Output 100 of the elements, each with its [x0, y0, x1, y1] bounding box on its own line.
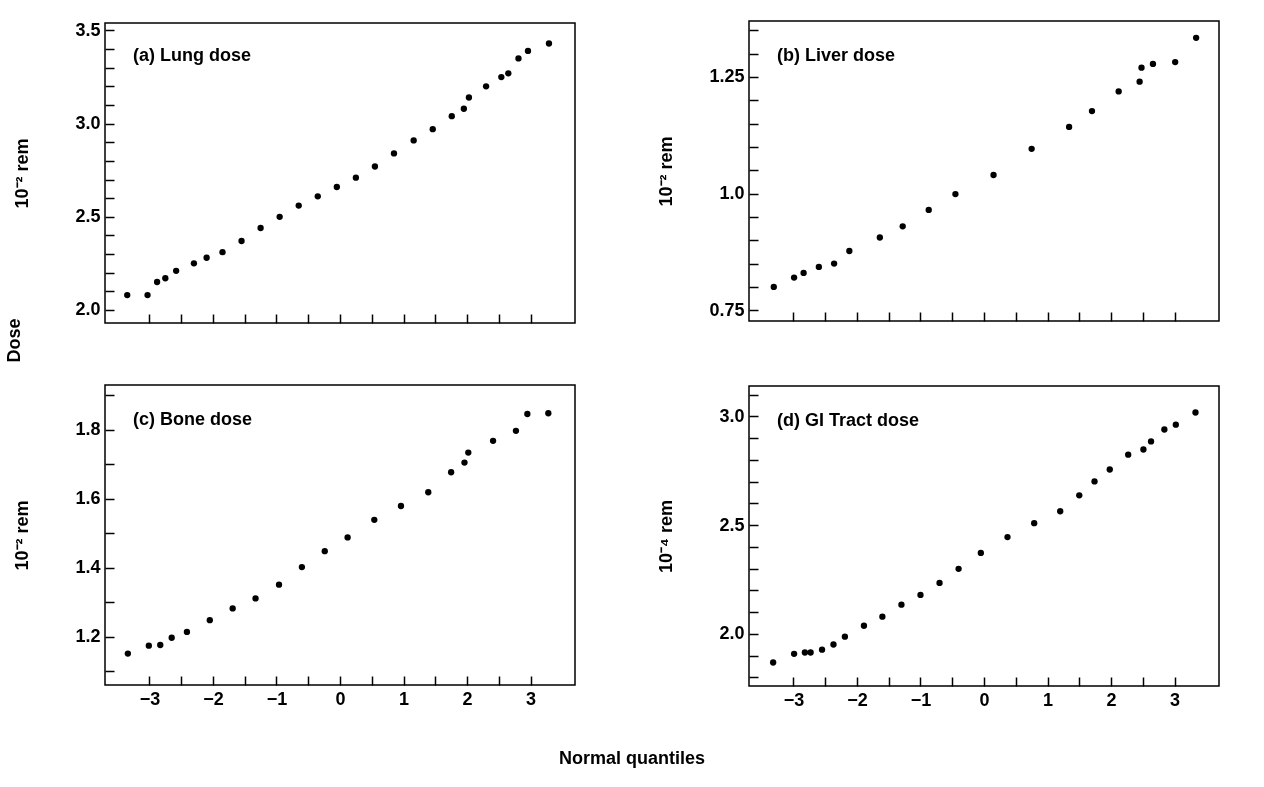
point	[1065, 123, 1073, 131]
point	[769, 659, 777, 666]
point	[800, 269, 807, 277]
y-axis-title: 10⁻⁴ rem	[655, 500, 676, 573]
point	[190, 260, 198, 267]
point	[1028, 145, 1035, 152]
point	[846, 247, 853, 255]
point	[172, 267, 180, 274]
point	[807, 649, 814, 656]
point	[460, 105, 468, 112]
y-axis-title: 10⁻² rem	[655, 136, 676, 207]
point	[183, 628, 191, 636]
point	[1192, 409, 1199, 416]
y-tick-label: 2.0	[75, 299, 101, 320]
x-tick-label: −1	[910, 689, 932, 710]
point	[1115, 88, 1122, 95]
x-tick-label: −2	[847, 689, 868, 710]
point	[1172, 58, 1179, 66]
x-axis-title: Normal quantiles	[558, 748, 706, 769]
x-tick-label: 3	[1170, 689, 1181, 710]
point	[314, 193, 321, 200]
y-tick-label: 3.0	[75, 113, 101, 134]
point	[1088, 107, 1096, 115]
y-tick-label: 2.5	[75, 206, 101, 227]
point	[275, 581, 283, 588]
point	[1057, 508, 1064, 515]
point	[390, 150, 398, 157]
y-axis-title: 10⁻² rem	[11, 138, 32, 209]
point	[447, 469, 455, 476]
point	[505, 70, 512, 77]
y-tick-label: 2.0	[719, 623, 745, 644]
x-tick-label: 0	[979, 689, 990, 710]
y-tick-label: 1.2	[75, 626, 101, 647]
point	[860, 622, 868, 629]
point	[899, 223, 906, 230]
point	[352, 174, 360, 181]
point	[917, 591, 924, 599]
point	[238, 237, 245, 245]
point	[1172, 421, 1179, 428]
y-tick-label: 1.0	[719, 183, 745, 204]
point	[524, 47, 532, 55]
y-tick-label: 3.0	[719, 405, 745, 426]
point	[429, 126, 436, 133]
point	[371, 516, 378, 523]
y-tick-label: 1.8	[75, 419, 101, 440]
point	[498, 73, 505, 81]
point	[162, 275, 169, 282]
y-tick-label: 2.5	[719, 514, 745, 535]
text: Dose	[3, 318, 25, 363]
text: (b) Liver dose	[777, 45, 896, 65]
point	[465, 449, 472, 456]
point	[1106, 466, 1113, 473]
point	[1076, 492, 1083, 499]
point	[145, 642, 152, 649]
x-tick-label: 2	[1106, 689, 1117, 710]
point	[371, 163, 379, 170]
point	[203, 254, 210, 261]
x-tick-label: 0	[335, 688, 346, 709]
point	[321, 548, 328, 555]
y-tick-label: 0.75	[709, 299, 745, 320]
x-tick-label: −1	[266, 688, 288, 709]
point	[815, 263, 823, 271]
point	[524, 410, 531, 418]
point	[482, 83, 490, 90]
point	[790, 650, 798, 657]
point	[1147, 438, 1155, 445]
point	[977, 549, 984, 557]
x-tick-label: 1	[1043, 689, 1054, 710]
point	[830, 641, 837, 648]
point	[344, 534, 351, 541]
point	[124, 650, 132, 657]
point	[465, 94, 473, 101]
point	[770, 283, 777, 291]
point	[801, 649, 809, 656]
point	[1149, 60, 1157, 68]
point	[545, 410, 552, 417]
x-tick-label: −3	[783, 689, 805, 710]
point	[276, 213, 283, 220]
point	[830, 260, 838, 267]
point	[229, 605, 236, 612]
x-tick-label: 2	[462, 688, 473, 709]
point	[990, 171, 997, 179]
text: (d) GI Tract dose	[777, 409, 920, 430]
point	[489, 437, 497, 445]
point	[952, 190, 959, 198]
y-tick-label: 3.5	[75, 19, 101, 40]
point	[461, 459, 468, 466]
point	[1125, 451, 1132, 458]
point	[1031, 520, 1038, 527]
text: (a) Lung dose	[133, 45, 251, 66]
point	[397, 502, 405, 510]
point	[841, 633, 849, 640]
point	[1140, 446, 1147, 453]
x-tick-label: 3	[526, 688, 537, 709]
point	[153, 278, 161, 286]
text: (c) Bone dose	[133, 409, 253, 429]
y-tick-label: 1.25	[709, 66, 745, 87]
y-axis-title: 10⁻² rem	[11, 500, 32, 571]
point	[410, 137, 417, 144]
point	[298, 563, 306, 571]
